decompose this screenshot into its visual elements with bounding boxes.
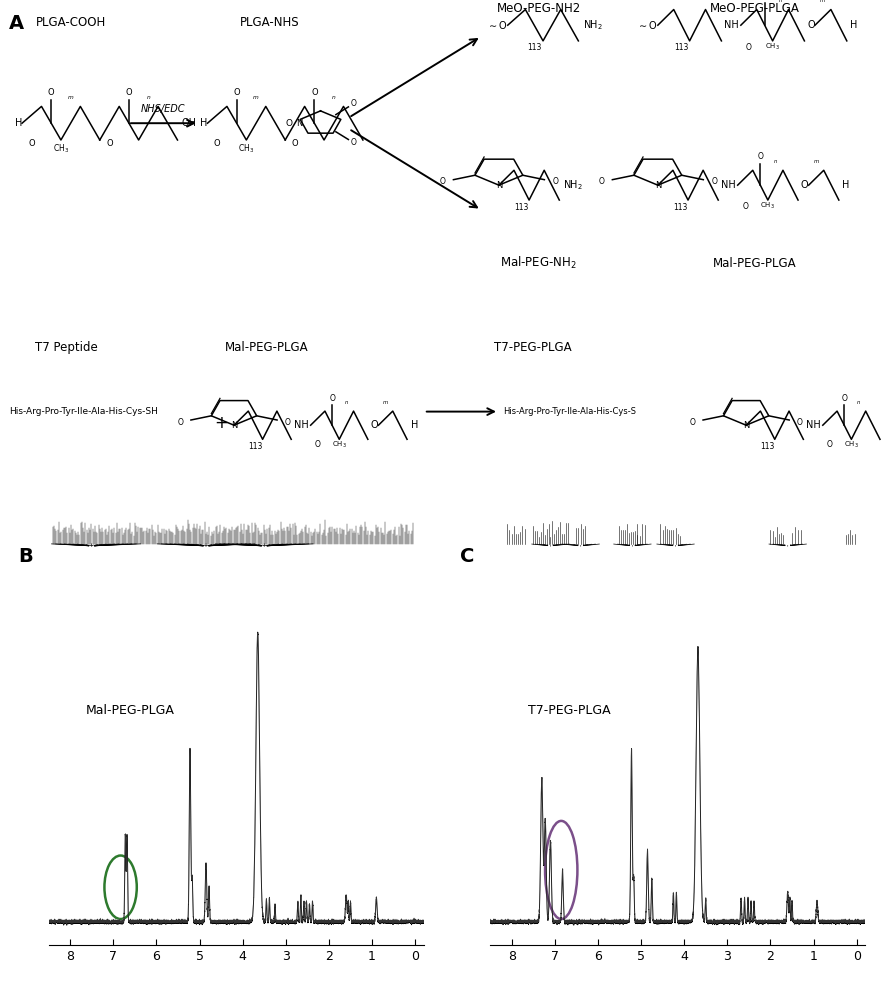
- Text: MeO-PEG-PLGA: MeO-PEG-PLGA: [710, 2, 800, 15]
- Text: Mal-PEG-NH$_2$: Mal-PEG-NH$_2$: [501, 255, 577, 271]
- Text: H: H: [15, 118, 22, 128]
- Text: N: N: [654, 181, 661, 190]
- Text: $_n$: $_n$: [146, 94, 151, 103]
- Text: 113: 113: [248, 442, 262, 451]
- Text: O: O: [796, 418, 803, 427]
- Text: His-Arg-Pro-Tyr-Ile-Ala-His-Cys-S: His-Arg-Pro-Tyr-Ile-Ala-His-Cys-S: [503, 407, 637, 416]
- Text: NH: NH: [721, 180, 736, 190]
- Text: O: O: [311, 88, 318, 97]
- Text: $_m$: $_m$: [819, 0, 826, 5]
- Text: NH$_2$: NH$_2$: [562, 178, 583, 192]
- Text: $_n$: $_n$: [778, 0, 783, 5]
- Text: B: B: [19, 547, 34, 566]
- Text: $_m$: $_m$: [67, 94, 74, 103]
- Text: T7 Peptide: T7 Peptide: [35, 341, 98, 354]
- Text: O: O: [285, 119, 292, 128]
- Text: CH$_3$: CH$_3$: [332, 440, 347, 450]
- Text: Mal-PEG-PLGA: Mal-PEG-PLGA: [713, 257, 796, 270]
- Text: O: O: [177, 418, 184, 427]
- Text: O: O: [351, 99, 357, 108]
- Text: $\sim$O: $\sim$O: [637, 19, 658, 31]
- Text: 113: 113: [674, 203, 688, 212]
- Text: N: N: [743, 421, 750, 430]
- Text: N: N: [230, 421, 238, 430]
- Text: O: O: [807, 20, 815, 30]
- Text: NHS/EDC: NHS/EDC: [141, 104, 185, 114]
- Text: O: O: [284, 418, 291, 427]
- Text: OH: OH: [182, 118, 197, 128]
- Text: $_n$: $_n$: [331, 94, 336, 103]
- Text: O: O: [371, 420, 378, 430]
- Text: O: O: [758, 152, 763, 161]
- Text: PLGA-COOH: PLGA-COOH: [35, 16, 106, 29]
- Text: O: O: [690, 418, 696, 427]
- Text: H: H: [411, 420, 418, 430]
- Text: His-Arg-Pro-Tyr-Ile-Ala-His-Cys-SH: His-Arg-Pro-Tyr-Ile-Ala-His-Cys-SH: [9, 407, 158, 416]
- Text: O: O: [28, 139, 35, 148]
- Text: O: O: [329, 394, 335, 403]
- Text: 113: 113: [527, 43, 541, 52]
- Text: $_n$: $_n$: [773, 157, 778, 166]
- Text: O: O: [552, 177, 558, 186]
- Text: $_n$: $_n$: [856, 398, 861, 407]
- Text: NH: NH: [294, 420, 309, 430]
- Text: CH$_3$: CH$_3$: [53, 142, 69, 155]
- Text: O: O: [106, 139, 113, 148]
- Text: 113: 113: [675, 43, 689, 52]
- Text: NH$_2$: NH$_2$: [583, 18, 603, 32]
- Text: +: +: [214, 414, 228, 432]
- Text: CH$_3$: CH$_3$: [766, 42, 780, 52]
- Text: O: O: [841, 394, 847, 403]
- Text: NH: NH: [806, 420, 821, 430]
- Text: O: O: [48, 88, 55, 97]
- Text: 113: 113: [760, 442, 774, 451]
- Text: CH$_3$: CH$_3$: [238, 142, 254, 155]
- Text: O: O: [599, 177, 605, 186]
- Text: Mal-PEG-PLGA: Mal-PEG-PLGA: [87, 704, 175, 717]
- Text: O: O: [711, 177, 717, 186]
- Text: $\sim$O: $\sim$O: [487, 19, 508, 31]
- Text: O: O: [214, 139, 221, 148]
- Text: PLGA-NHS: PLGA-NHS: [239, 16, 299, 29]
- Text: H: H: [842, 180, 849, 190]
- Text: T7-PEG-PLGA: T7-PEG-PLGA: [494, 341, 572, 354]
- Text: O: O: [827, 440, 833, 449]
- Text: O: O: [801, 180, 808, 190]
- Text: CH$_3$: CH$_3$: [844, 440, 859, 450]
- Text: O: O: [315, 440, 321, 449]
- Text: O: O: [746, 43, 751, 52]
- Text: $_n$: $_n$: [343, 398, 349, 407]
- Text: H: H: [850, 20, 857, 30]
- Text: A: A: [9, 14, 24, 33]
- Text: O: O: [743, 202, 748, 211]
- Text: C: C: [460, 547, 474, 566]
- Text: $_m$: $_m$: [253, 94, 260, 103]
- Text: O: O: [440, 177, 446, 186]
- Text: T7-PEG-PLGA: T7-PEG-PLGA: [528, 704, 610, 717]
- Text: N: N: [296, 119, 302, 128]
- Text: O: O: [291, 139, 298, 148]
- Text: O: O: [125, 88, 132, 97]
- Text: O: O: [233, 88, 240, 97]
- Text: MeO-PEG-NH2: MeO-PEG-NH2: [496, 2, 581, 15]
- Text: NH: NH: [724, 20, 739, 30]
- Text: N: N: [495, 181, 502, 190]
- Text: Mal-PEG-PLGA: Mal-PEG-PLGA: [225, 341, 309, 354]
- Text: CH$_3$: CH$_3$: [760, 201, 775, 211]
- Text: O: O: [351, 138, 357, 147]
- Text: 113: 113: [515, 203, 529, 212]
- Text: $_m$: $_m$: [812, 157, 819, 166]
- Text: $_m$: $_m$: [382, 398, 389, 407]
- Text: H: H: [200, 118, 208, 128]
